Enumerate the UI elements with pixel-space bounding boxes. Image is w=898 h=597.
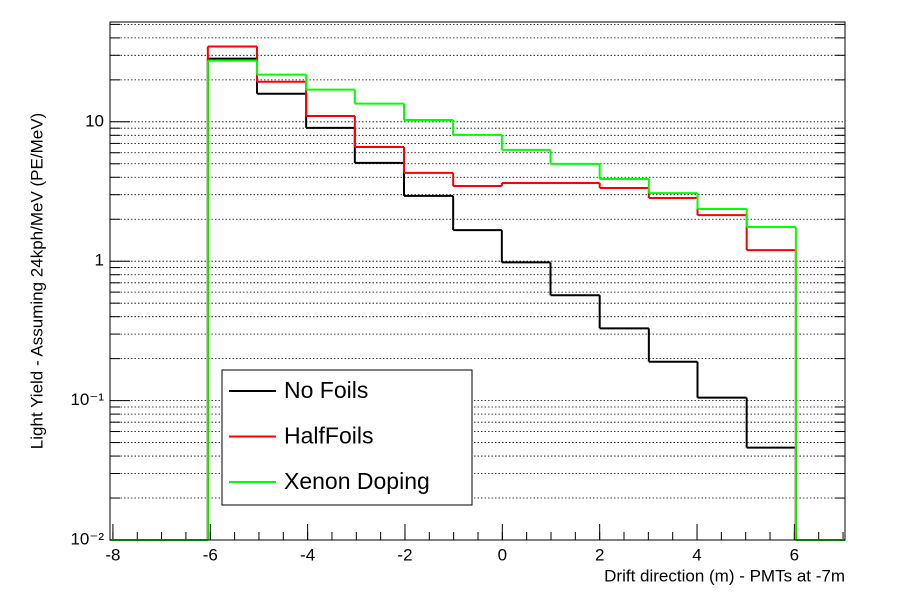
legend-label: HalfFoils — [284, 423, 373, 449]
plot-frame — [109, 21, 846, 541]
y-tick-label: 10⁻² — [70, 529, 104, 548]
x-tick-label: 6 — [790, 545, 799, 564]
y-tick-label: 1 — [95, 251, 104, 270]
y-tick-label: 10 — [85, 111, 104, 130]
legend-label: Xenon Doping — [284, 468, 430, 494]
x-tick-label: -6 — [203, 545, 218, 564]
legend-label: No Foils — [284, 377, 368, 403]
x-tick-label: 0 — [498, 545, 507, 564]
y-axis-label: Light Yield - Assuming 24kph/MeV (PE/MeV… — [27, 113, 46, 449]
x-tick-label: 2 — [595, 545, 604, 564]
x-tick-label: -2 — [397, 545, 412, 564]
y-tick-label: 10⁻¹ — [70, 390, 104, 409]
x-tick-label: -4 — [300, 545, 315, 564]
x-tick-label: 4 — [692, 545, 701, 564]
x-tick-label: -8 — [105, 545, 120, 564]
legend: No Foils HalfFoils Xenon Doping — [221, 369, 473, 506]
x-axis-label: Drift direction (m) - PMTs at -7m — [604, 566, 845, 585]
